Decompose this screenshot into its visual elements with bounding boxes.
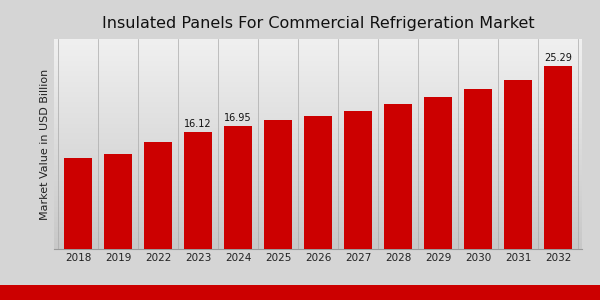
Title: Insulated Panels For Commercial Refrigeration Market: Insulated Panels For Commercial Refriger… (101, 16, 535, 31)
Bar (344, 111, 373, 249)
Bar (224, 126, 253, 249)
Bar (304, 116, 332, 249)
Y-axis label: Market Value in USD Billion: Market Value in USD Billion (40, 68, 50, 220)
Bar (64, 158, 92, 249)
Bar (104, 154, 133, 249)
Text: 16.95: 16.95 (224, 113, 252, 123)
Bar (503, 80, 532, 249)
Bar (263, 120, 292, 249)
Text: 25.29: 25.29 (544, 53, 572, 63)
Bar (383, 104, 412, 249)
Text: 16.12: 16.12 (184, 119, 212, 129)
Bar (184, 132, 212, 249)
Bar (424, 97, 452, 249)
Bar (544, 66, 572, 249)
Bar (143, 142, 172, 249)
Bar (464, 89, 493, 249)
